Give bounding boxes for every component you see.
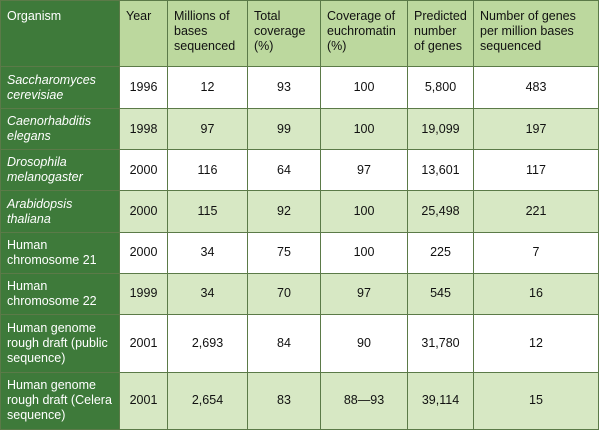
cell-organism: Human genome rough draft (public sequenc… bbox=[0, 313, 120, 373]
header-year: Year bbox=[119, 0, 168, 67]
cell-organism: Caenorhabditis elegans bbox=[0, 108, 120, 151]
cell-total-coverage: 83 bbox=[247, 371, 321, 431]
cell-year: 2000 bbox=[119, 149, 168, 192]
cell-year: 2001 bbox=[119, 313, 168, 373]
cell-bases: 2,693 bbox=[167, 313, 248, 373]
header-bases-sequenced: Millions of bases sequenced bbox=[167, 0, 248, 67]
cell-genes: 225 bbox=[407, 231, 474, 274]
header-predicted-genes: Predicted number of genes bbox=[407, 0, 474, 67]
header-row: Organism Year Millions of bases sequence… bbox=[0, 0, 599, 67]
cell-total-coverage: 84 bbox=[247, 313, 321, 373]
table-row: Human chromosome 22 1999 34 70 97 545 16 bbox=[0, 272, 599, 315]
cell-total-coverage: 75 bbox=[247, 231, 321, 274]
cell-euchromatin: 97 bbox=[320, 272, 408, 315]
table-row: Arabidopsis thaliana 2000 115 92 100 25,… bbox=[0, 190, 599, 233]
cell-organism: Saccharomyces cerevisiae bbox=[0, 65, 120, 110]
cell-genes-per-mb: 12 bbox=[473, 313, 599, 373]
cell-genes-per-mb: 483 bbox=[473, 65, 599, 110]
cell-total-coverage: 99 bbox=[247, 108, 321, 151]
table-row: Human genome rough draft (Celera sequenc… bbox=[0, 371, 599, 431]
header-genes-per-million: Number of genes per million bases sequen… bbox=[473, 0, 599, 67]
cell-genes: 13,601 bbox=[407, 149, 474, 192]
cell-total-coverage: 70 bbox=[247, 272, 321, 315]
header-organism: Organism bbox=[0, 0, 120, 67]
table-header: Organism Year Millions of bases sequence… bbox=[0, 0, 599, 67]
cell-bases: 115 bbox=[167, 190, 248, 233]
cell-euchromatin: 100 bbox=[320, 231, 408, 274]
cell-genes: 545 bbox=[407, 272, 474, 315]
cell-total-coverage: 92 bbox=[247, 190, 321, 233]
cell-euchromatin: 100 bbox=[320, 108, 408, 151]
cell-genes: 19,099 bbox=[407, 108, 474, 151]
cell-total-coverage: 93 bbox=[247, 65, 321, 110]
cell-euchromatin: 97 bbox=[320, 149, 408, 192]
cell-euchromatin: 88—93 bbox=[320, 371, 408, 431]
cell-organism: Human chromosome 21 bbox=[0, 231, 120, 274]
cell-organism: Human chromosome 22 bbox=[0, 272, 120, 315]
cell-euchromatin: 100 bbox=[320, 190, 408, 233]
cell-year: 1998 bbox=[119, 108, 168, 151]
header-euchromatin-coverage: Coverage of euchromatin (%) bbox=[320, 0, 408, 67]
cell-year: 2000 bbox=[119, 231, 168, 274]
table-body: Saccharomyces cerevisiae 1996 12 93 100 … bbox=[0, 65, 599, 431]
table-row: Human genome rough draft (public sequenc… bbox=[0, 313, 599, 373]
cell-year: 1996 bbox=[119, 65, 168, 110]
cell-genes-per-mb: 7 bbox=[473, 231, 599, 274]
cell-year: 2000 bbox=[119, 190, 168, 233]
cell-bases: 34 bbox=[167, 272, 248, 315]
cell-genes: 25,498 bbox=[407, 190, 474, 233]
cell-genes-per-mb: 16 bbox=[473, 272, 599, 315]
table-row: Human chromosome 21 2000 34 75 100 225 7 bbox=[0, 231, 599, 274]
cell-organism: Arabidopsis thaliana bbox=[0, 190, 120, 233]
cell-organism: Human genome rough draft (Celera sequenc… bbox=[0, 371, 120, 431]
cell-euchromatin: 100 bbox=[320, 65, 408, 110]
cell-total-coverage: 64 bbox=[247, 149, 321, 192]
cell-bases: 97 bbox=[167, 108, 248, 151]
cell-bases: 12 bbox=[167, 65, 248, 110]
cell-organism: Drosophila melanogaster bbox=[0, 149, 120, 192]
cell-bases: 2,654 bbox=[167, 371, 248, 431]
header-total-coverage: Total coverage (%) bbox=[247, 0, 321, 67]
table-row: Saccharomyces cerevisiae 1996 12 93 100 … bbox=[0, 65, 599, 110]
cell-bases: 34 bbox=[167, 231, 248, 274]
cell-genes: 5,800 bbox=[407, 65, 474, 110]
cell-genes: 39,114 bbox=[407, 371, 474, 431]
cell-genes-per-mb: 197 bbox=[473, 108, 599, 151]
table-row: Drosophila melanogaster 2000 116 64 97 1… bbox=[0, 149, 599, 192]
table-row: Caenorhabditis elegans 1998 97 99 100 19… bbox=[0, 108, 599, 151]
cell-genes-per-mb: 117 bbox=[473, 149, 599, 192]
cell-genes: 31,780 bbox=[407, 313, 474, 373]
cell-year: 1999 bbox=[119, 272, 168, 315]
cell-genes-per-mb: 221 bbox=[473, 190, 599, 233]
cell-bases: 116 bbox=[167, 149, 248, 192]
cell-year: 2001 bbox=[119, 371, 168, 431]
cell-genes-per-mb: 15 bbox=[473, 371, 599, 431]
cell-euchromatin: 90 bbox=[320, 313, 408, 373]
